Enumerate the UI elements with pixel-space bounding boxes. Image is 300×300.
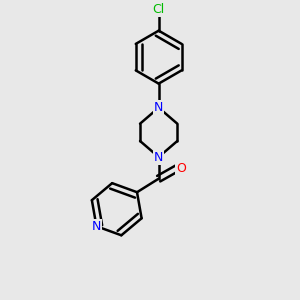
Text: N: N <box>154 101 164 114</box>
Text: Cl: Cl <box>153 3 165 16</box>
Text: O: O <box>176 162 186 175</box>
Text: N: N <box>154 151 164 164</box>
Text: N: N <box>92 220 101 233</box>
